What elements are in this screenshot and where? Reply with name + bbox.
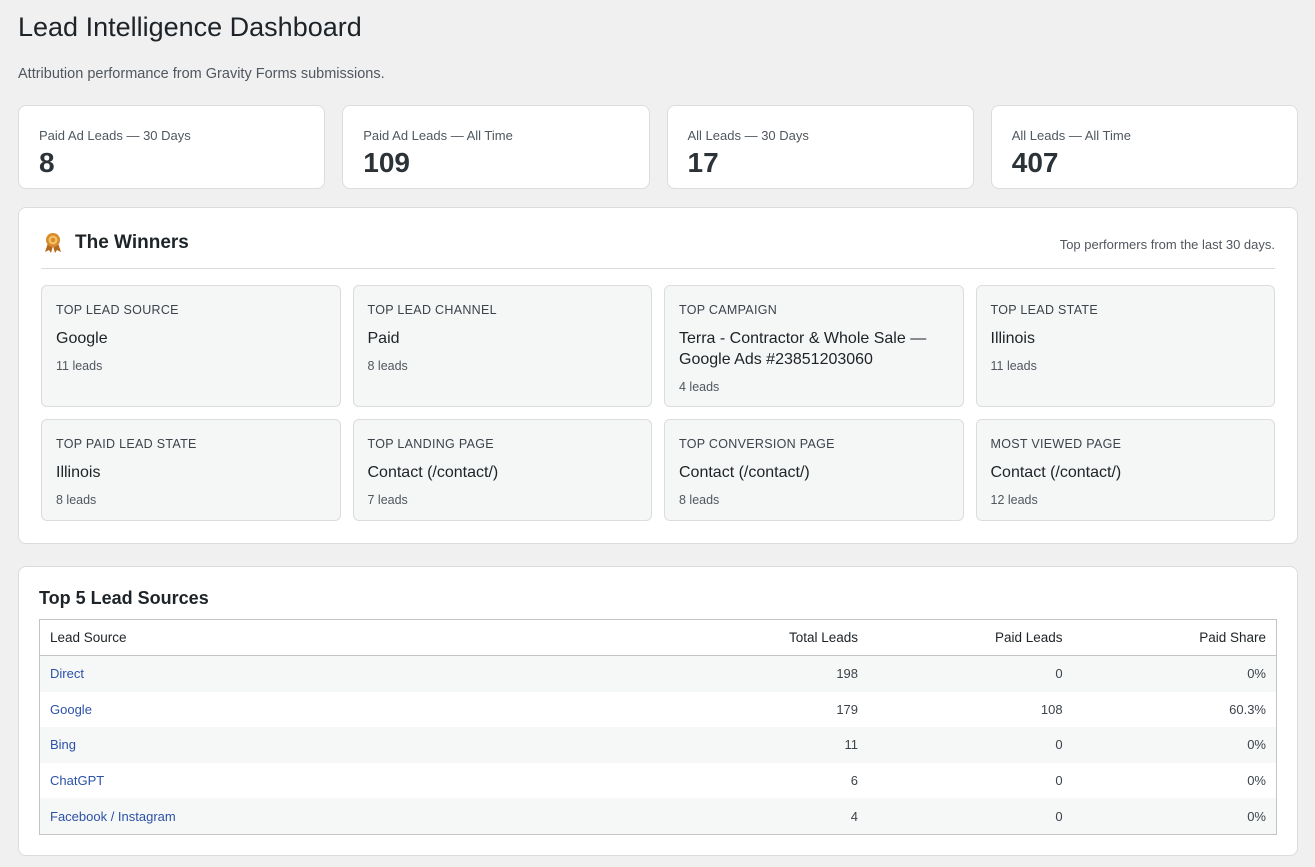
sources-title: Top 5 Lead Sources [39, 588, 209, 608]
paid-share-cell: 60.3% [1072, 691, 1277, 728]
winner-value: Contact (/contact/) [990, 464, 1122, 481]
source-link-facebook-instagram[interactable]: Facebook / Instagram [50, 808, 176, 824]
kpi-value: 109 [363, 147, 410, 178]
winner-value: Contact (/contact/) [367, 464, 499, 481]
source-link-bing[interactable]: Bing [50, 737, 77, 753]
column-header-paid-leads: Paid Leads [868, 619, 1073, 656]
kpi-label: All Leads — 30 Days [687, 128, 809, 143]
source-link-direct[interactable]: Direct [50, 666, 84, 682]
kpi-card-paid-30-days: Paid Ad Leads — 30 Days 8 [18, 105, 326, 189]
winner-value: Terra - Contractor & Whole Sale — Google… [679, 330, 927, 368]
kpi-label: All Leads — All Time [1011, 128, 1131, 143]
paid-share-cell: 0% [1072, 727, 1277, 763]
total-leads-cell: 198 [660, 655, 869, 692]
kpi-label: Paid Ad Leads — All Time [363, 128, 513, 143]
winner-card-most-viewed-page: MOST VIEWED PAGE Contact (/contact/) 12 … [975, 419, 1275, 521]
winner-label: TOP CONVERSION PAGE [679, 437, 835, 451]
winners-header: The Winners Top performers from the last… [41, 228, 1275, 269]
table-header-row: Lead Source Total Leads Paid Leads Paid … [39, 619, 1277, 656]
winner-count: 12 leads [990, 493, 1038, 507]
table-row: Bing 11 0 0% [39, 727, 1277, 763]
table-row: Facebook / Instagram 4 0 0% [39, 798, 1277, 835]
kpi-label: Paid Ad Leads — 30 Days [39, 128, 191, 143]
kpi-value: 8 [39, 147, 55, 178]
total-leads-cell: 11 [660, 727, 869, 763]
winner-card-top-lead-source: TOP LEAD SOURCE Google 11 leads [41, 285, 341, 407]
winner-card-top-paid-lead-state: TOP PAID LEAD STATE Illinois 8 leads [41, 419, 341, 521]
winners-grid: TOP LEAD SOURCE Google 11 leads TOP LEAD… [41, 285, 1275, 521]
winner-value: Contact (/contact/) [679, 464, 810, 481]
winners-panel: The Winners Top performers from the last… [18, 207, 1298, 544]
paid-leads-cell: 0 [868, 727, 1073, 763]
paid-share-cell: 0% [1072, 798, 1277, 835]
winner-value: Illinois [56, 464, 101, 481]
winner-count: 11 leads [990, 359, 1037, 373]
total-leads-cell: 179 [660, 691, 869, 728]
source-link-chatgpt[interactable]: ChatGPT [50, 773, 105, 789]
winner-value: Paid [367, 330, 400, 347]
winner-label: TOP CAMPAIGN [679, 303, 778, 317]
source-cell: Direct [39, 655, 660, 692]
source-link-google[interactable]: Google [50, 701, 92, 717]
winners-title: The Winners [75, 232, 189, 253]
winner-label: TOP PAID LEAD STATE [56, 437, 197, 451]
winner-card-top-conversion-page: TOP CONVERSION PAGE Contact (/contact/) … [664, 419, 964, 521]
total-leads-cell: 6 [660, 762, 869, 799]
kpi-card-all-30-days: All Leads — 30 Days 17 [666, 105, 974, 189]
source-cell: Google [39, 691, 660, 728]
sources-table: Lead Source Total Leads Paid Leads Paid … [39, 619, 1277, 835]
column-header-paid-share: Paid Share [1072, 619, 1277, 656]
table-row: Direct 198 0 0% [39, 655, 1277, 692]
top-sources-panel: Top 5 Lead Sources Lead Source Total Lea… [18, 566, 1298, 856]
total-leads-cell: 4 [660, 798, 869, 835]
kpi-value: 17 [687, 147, 719, 178]
kpi-value: 407 [1011, 147, 1059, 178]
award-ribbon-icon [43, 232, 63, 254]
winner-count: 8 leads [56, 493, 97, 507]
winner-card-top-campaign: TOP CAMPAIGN Terra - Contractor & Whole … [664, 285, 964, 407]
winner-value: Google [56, 330, 108, 347]
source-cell: ChatGPT [39, 762, 660, 799]
paid-share-cell: 0% [1072, 655, 1277, 692]
page-subtitle: Attribution performance from Gravity For… [18, 66, 385, 82]
winner-count: 11 leads [56, 359, 103, 373]
column-header-total-leads: Total Leads [660, 619, 869, 656]
winner-label: TOP LANDING PAGE [367, 437, 494, 451]
winner-count: 4 leads [679, 380, 720, 394]
winners-note: Top performers from the last 30 days. [1059, 237, 1275, 252]
column-header-lead-source: Lead Source [39, 619, 660, 656]
winner-card-top-lead-state: TOP LEAD STATE Illinois 11 leads [975, 285, 1275, 407]
table-row: Google 179 108 60.3% [39, 691, 1277, 728]
winner-count: 7 leads [367, 493, 408, 507]
paid-leads-cell: 0 [868, 655, 1073, 692]
winner-value: Illinois [990, 330, 1035, 347]
source-cell: Facebook / Instagram [39, 798, 660, 835]
paid-leads-cell: 108 [868, 691, 1073, 728]
winner-label: TOP LEAD SOURCE [56, 303, 179, 317]
winner-card-top-landing-page: TOP LANDING PAGE Contact (/contact/) 7 l… [352, 419, 652, 521]
winner-count: 8 leads [679, 493, 720, 507]
winner-label: MOST VIEWED PAGE [990, 437, 1122, 451]
kpi-row: Paid Ad Leads — 30 Days 8 Paid Ad Leads … [18, 105, 1298, 189]
table-row: ChatGPT 6 0 0% [39, 762, 1277, 799]
winner-label: TOP LEAD CHANNEL [367, 303, 497, 317]
winner-count: 8 leads [367, 359, 408, 373]
kpi-card-paid-all-time: Paid Ad Leads — All Time 109 [342, 105, 650, 189]
winner-label: TOP LEAD STATE [990, 303, 1098, 317]
page-title: Lead Intelligence Dashboard [18, 12, 362, 42]
winner-card-top-lead-channel: TOP LEAD CHANNEL Paid 8 leads [352, 285, 652, 407]
paid-leads-cell: 0 [868, 798, 1073, 835]
paid-share-cell: 0% [1072, 762, 1277, 799]
paid-leads-cell: 0 [868, 762, 1073, 799]
kpi-card-all-all-time: All Leads — All Time 407 [990, 105, 1298, 189]
source-cell: Bing [39, 727, 660, 763]
